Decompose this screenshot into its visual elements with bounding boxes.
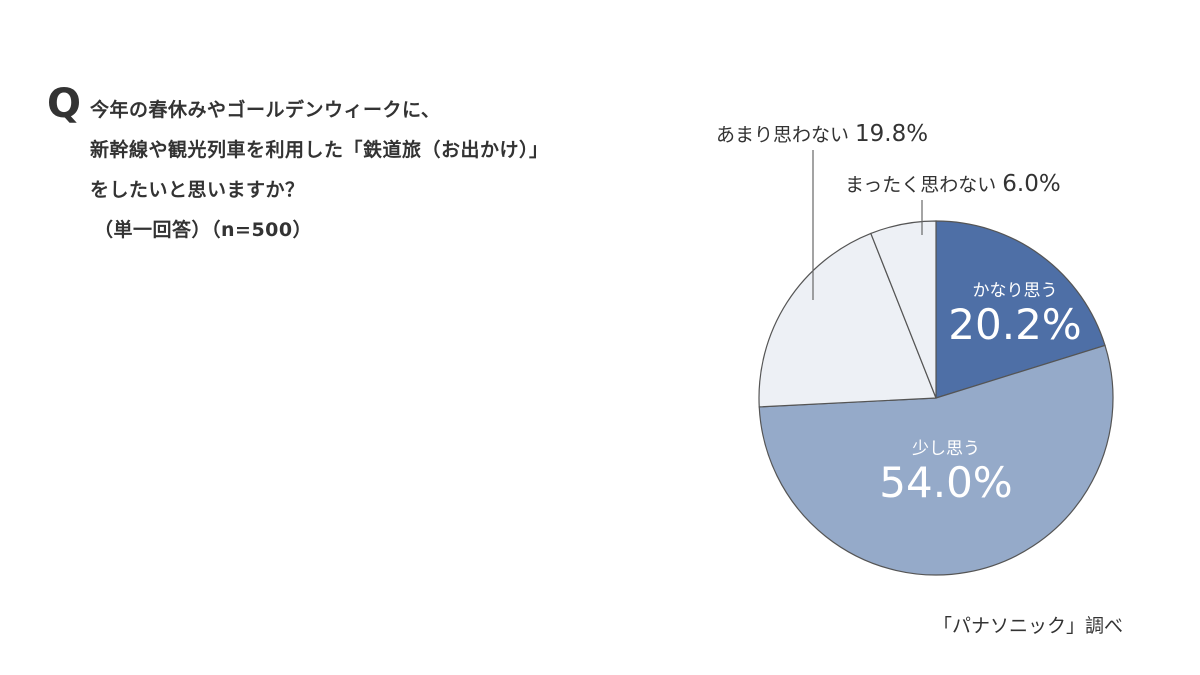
- question-line-1: 今年の春休みやゴールデンウィークに、: [90, 99, 441, 121]
- label-sukoshi: 少し思う 54.0%: [866, 434, 1026, 507]
- question-meta: （単一回答）（n=500）: [94, 219, 313, 241]
- label-mattaku: まったく思わない 6.0%: [845, 170, 1061, 197]
- label-kanari: かなり思う 20.2%: [945, 276, 1085, 349]
- label-sukoshi-pct: 54.0%: [879, 458, 1013, 507]
- pie-slice-amari: [758, 232, 937, 408]
- label-mattaku-pct: 6.0%: [1002, 171, 1061, 197]
- label-sukoshi-name: 少し思う: [912, 439, 980, 459]
- question-line-2: 新幹線や観光列車を利用した「鉄道旅（お出かけ）」: [90, 139, 549, 161]
- question-text: 今年の春休みやゴールデンウィークに、 新幹線や観光列車を利用した「鉄道旅（お出か…: [90, 90, 549, 250]
- question-line-3: をしたいと思いますか？: [90, 179, 305, 201]
- label-amari-name: あまり思わない: [716, 124, 850, 146]
- label-kanari-name: かなり思う: [972, 281, 1058, 301]
- pie-slice-kanari: [935, 220, 1106, 399]
- label-amari: あまり思わない 19.8%: [716, 120, 928, 147]
- label-mattaku-name: まったく思わない: [845, 174, 997, 196]
- label-kanari-pct: 20.2%: [948, 300, 1082, 349]
- label-amari-pct: 19.8%: [855, 121, 929, 147]
- question-mark: Q: [47, 81, 82, 127]
- source-note: 「パナソニック」調べ: [933, 615, 1124, 637]
- pie-slices: [758, 220, 1114, 576]
- pie-slice-mattaku: [870, 220, 937, 399]
